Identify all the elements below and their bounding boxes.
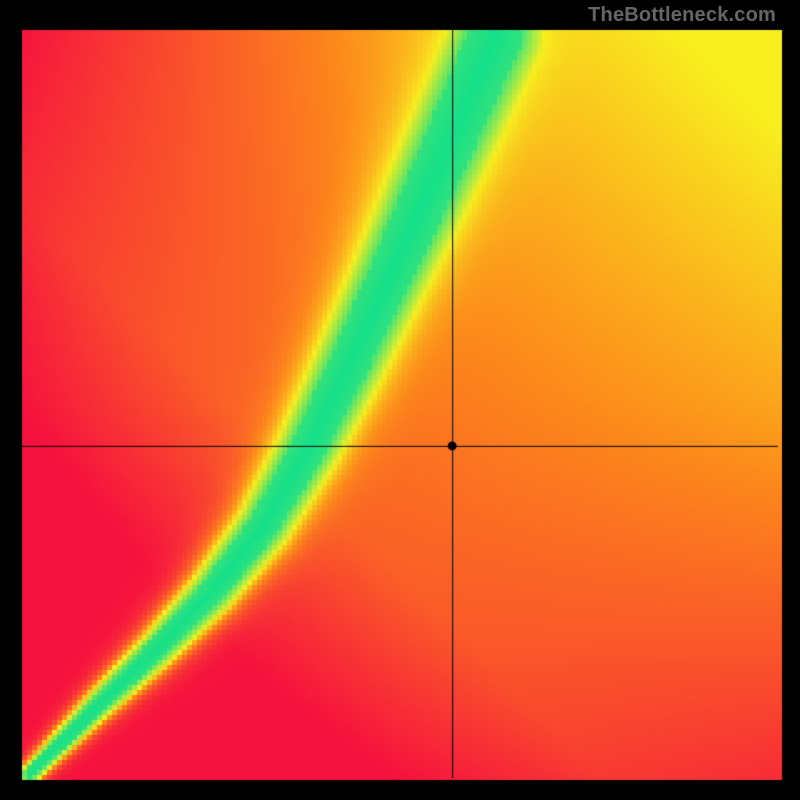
- chart-container: TheBottleneck.com: [0, 0, 800, 800]
- watermark-text: TheBottleneck.com: [588, 4, 776, 27]
- heatmap-canvas: [0, 0, 800, 800]
